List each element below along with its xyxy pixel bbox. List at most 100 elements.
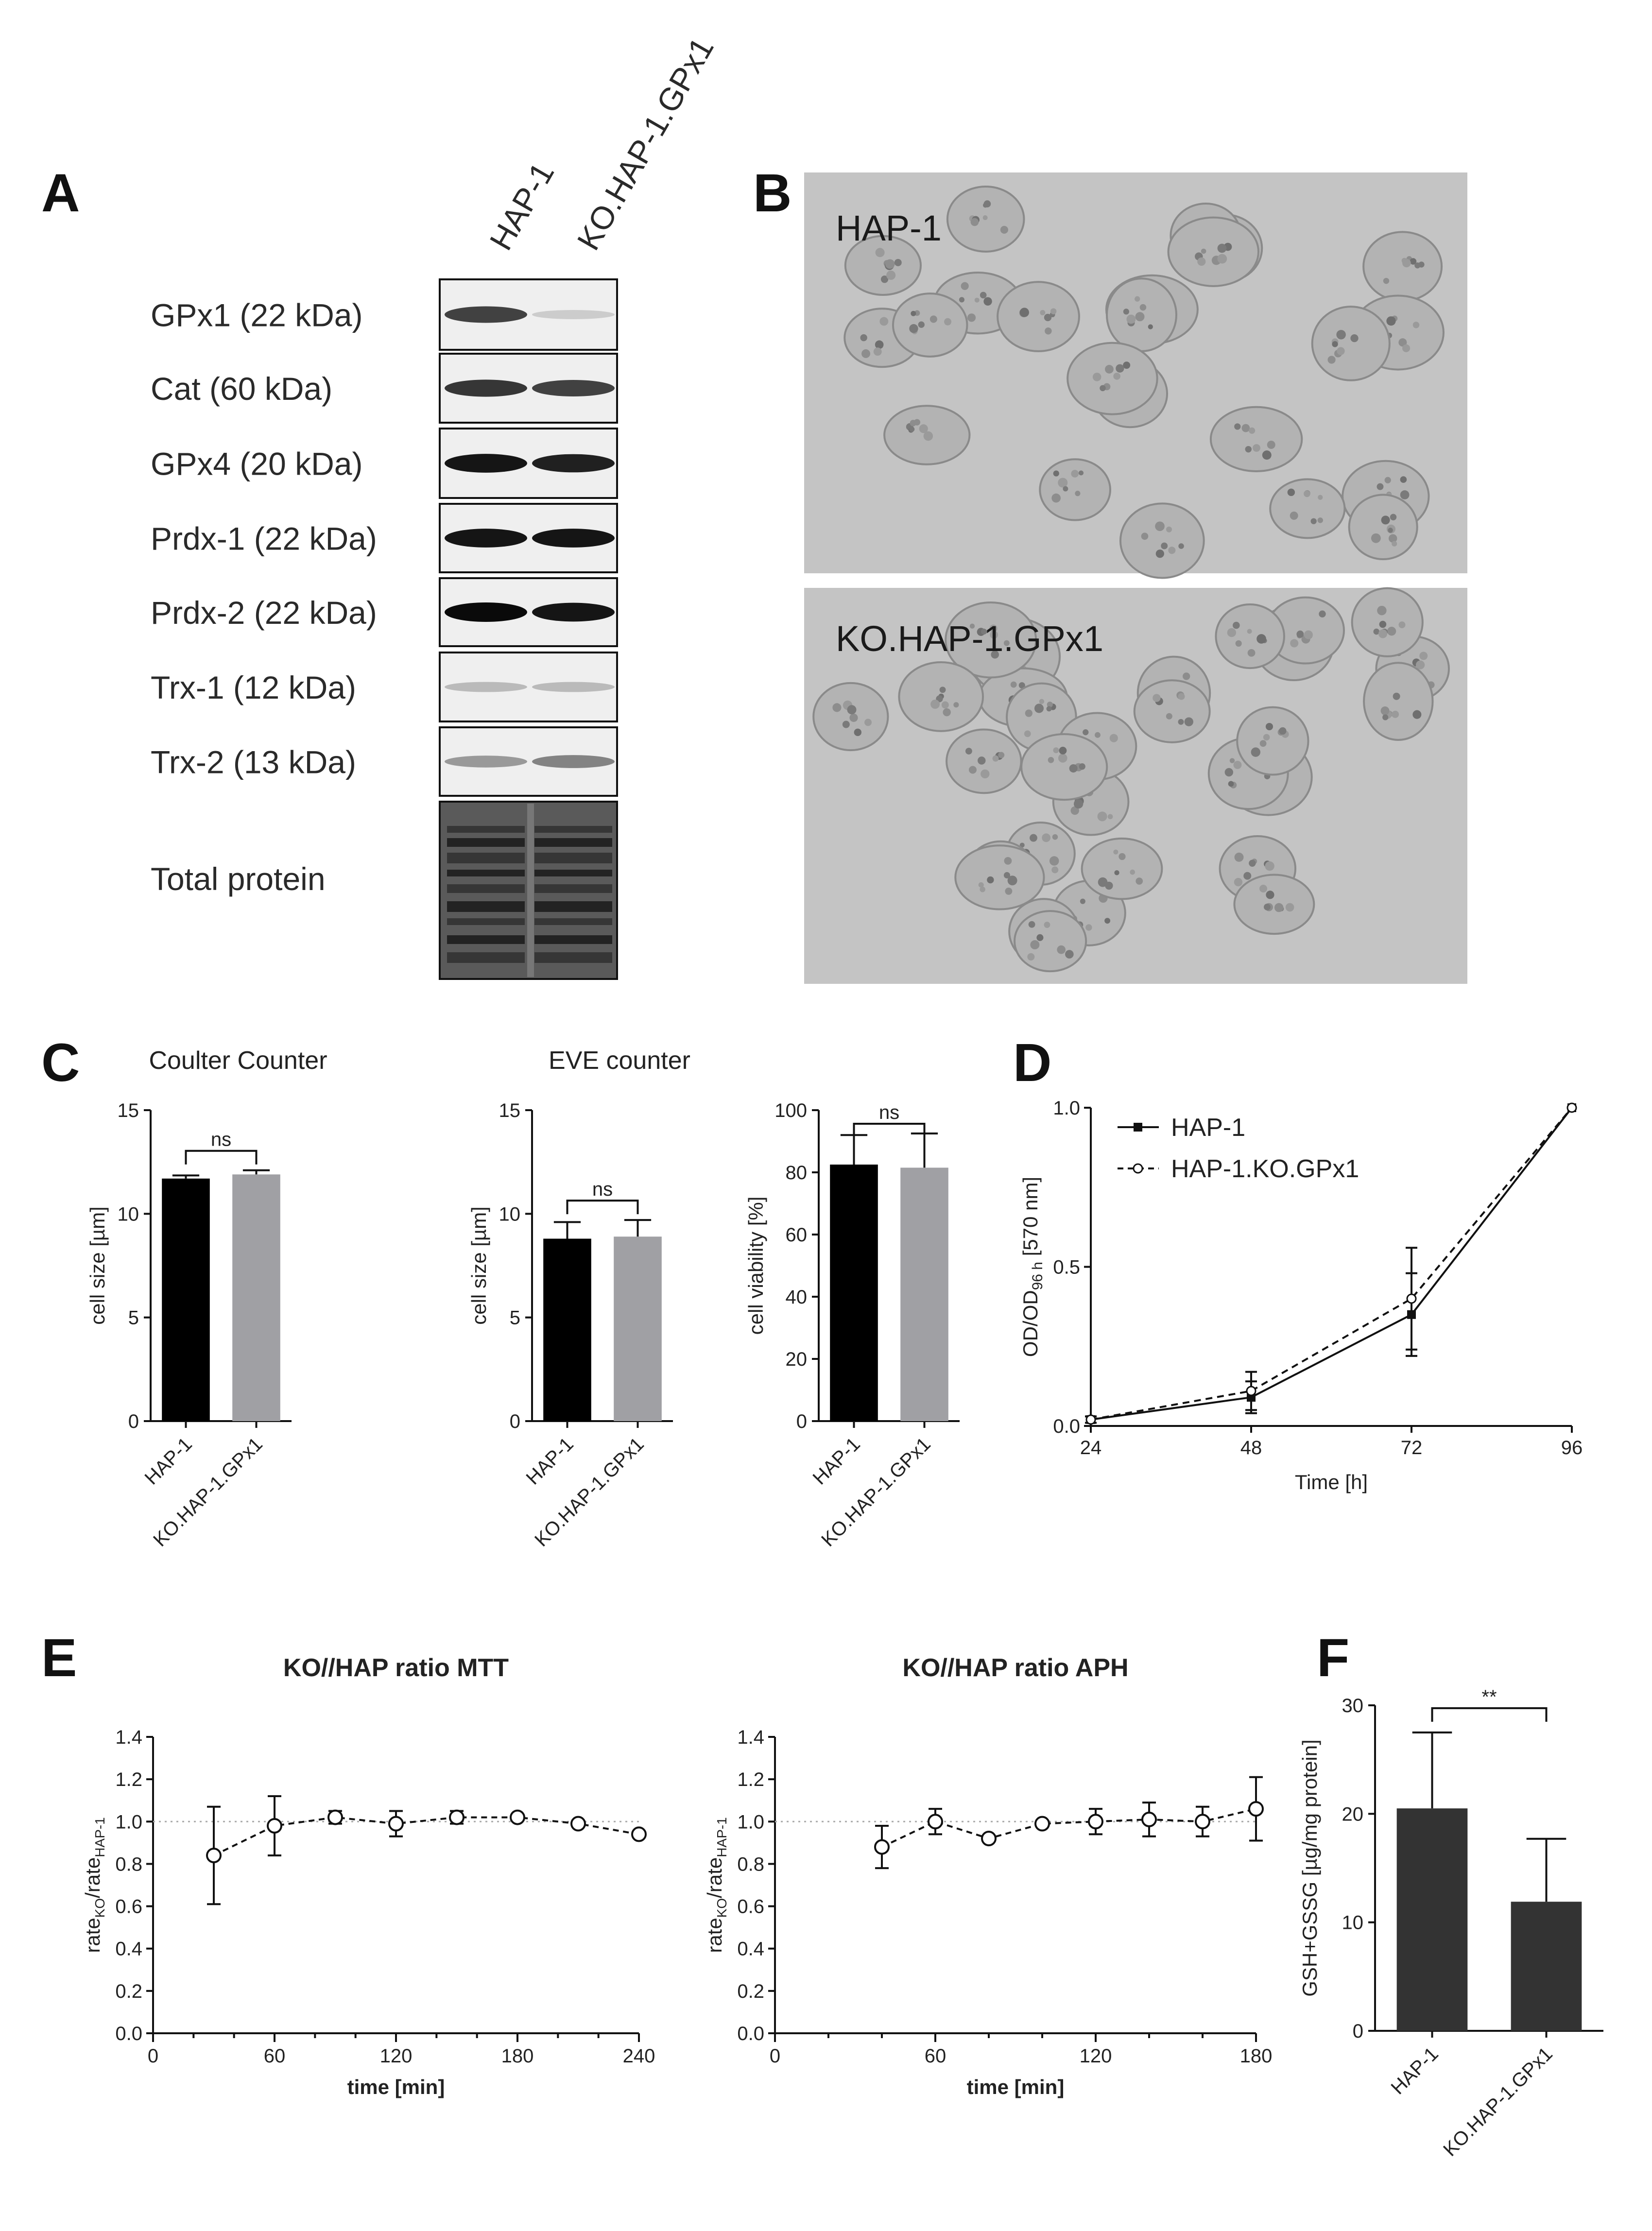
blot-label: GPx4 (20 kDa) bbox=[151, 446, 362, 482]
data-point bbox=[1406, 1293, 1417, 1304]
panel-label-a: A bbox=[41, 163, 80, 223]
x-tick-label: 180 bbox=[1240, 2045, 1273, 2067]
nucleus-granule bbox=[1228, 781, 1234, 787]
nucleus-granule bbox=[1182, 672, 1190, 680]
total-protein-band bbox=[534, 826, 612, 833]
nucleus-granule bbox=[1350, 334, 1359, 343]
nucleus-granule bbox=[1234, 423, 1241, 430]
band bbox=[532, 682, 615, 692]
y-tick-label: 10 bbox=[118, 1203, 139, 1225]
micrograph bbox=[804, 588, 1467, 984]
nucleus-granule bbox=[1030, 834, 1037, 842]
nucleus-granule bbox=[1285, 903, 1294, 912]
cell bbox=[1236, 706, 1309, 776]
nucleus-granule bbox=[1107, 814, 1113, 820]
nucleus-granule bbox=[1234, 852, 1244, 862]
nucleus-granule bbox=[1030, 940, 1040, 950]
data-point bbox=[1088, 1814, 1103, 1830]
nucleus-granule bbox=[1398, 621, 1406, 628]
nucleus-granule bbox=[1123, 361, 1131, 369]
y-tick-label: 100 bbox=[774, 1100, 807, 1121]
cell bbox=[1233, 874, 1315, 935]
nucleus-granule bbox=[1053, 470, 1059, 477]
nucleus-granule bbox=[1296, 630, 1304, 638]
band bbox=[445, 379, 527, 397]
band bbox=[532, 602, 615, 622]
x-axis-label: Time [h] bbox=[1295, 1471, 1368, 1493]
nucleus-granule bbox=[909, 426, 915, 432]
nucleus-granule bbox=[1263, 734, 1270, 741]
cell bbox=[954, 844, 1045, 910]
cell bbox=[844, 235, 922, 296]
data-point bbox=[1141, 1811, 1157, 1827]
series-line bbox=[213, 1816, 639, 1856]
nucleus-granule bbox=[1051, 493, 1061, 503]
nucleus-granule bbox=[1050, 308, 1057, 314]
x-axis-label: time [min] bbox=[967, 2076, 1065, 2098]
significance-label: ns bbox=[879, 1102, 899, 1123]
nucleus-granule bbox=[992, 755, 999, 762]
nucleus-granule bbox=[1227, 628, 1237, 637]
nucleus-granule bbox=[1232, 621, 1240, 629]
cell bbox=[1348, 494, 1418, 561]
nucleus-granule bbox=[1045, 327, 1052, 335]
nucleus-granule bbox=[1265, 722, 1273, 731]
band bbox=[532, 454, 615, 473]
nucleus-granule bbox=[929, 315, 937, 323]
chart-e-aph: KO//HAP ratio APH 0.0 0.2 0.4 0.6 0.8 1.0 1.2 1.… bbox=[703, 1654, 1272, 2098]
nucleus-granule bbox=[967, 313, 976, 322]
band bbox=[445, 755, 527, 768]
nucleus-granule bbox=[1290, 639, 1299, 648]
nucleus-granule bbox=[1304, 630, 1313, 639]
blot-label: GPx1 (22 kDa) bbox=[151, 297, 362, 333]
nucleus-granule bbox=[1178, 719, 1184, 725]
nucleus-granule bbox=[860, 334, 867, 342]
nucleus-granule bbox=[1233, 760, 1242, 769]
nucleus-granule bbox=[1007, 875, 1017, 886]
nucleus-granule bbox=[919, 424, 928, 433]
panel-label-e: E bbox=[41, 1628, 77, 1688]
y-tick-label: 1.0 bbox=[1053, 1098, 1080, 1119]
y-tick-label: 0.8 bbox=[737, 1853, 764, 1875]
nucleus-granule bbox=[1018, 682, 1025, 689]
nucleus-granule bbox=[864, 719, 872, 726]
y-tick-label: 1.2 bbox=[737, 1769, 764, 1790]
nucleus-granule bbox=[1135, 296, 1140, 302]
cell bbox=[1311, 306, 1391, 381]
nucleus-granule bbox=[1235, 640, 1242, 647]
panel-label-d: D bbox=[1013, 1033, 1051, 1093]
nucleus-granule bbox=[1040, 310, 1046, 315]
total-protein-band bbox=[534, 918, 612, 925]
nucleus-granule bbox=[1393, 692, 1400, 700]
nucleus-granule bbox=[1178, 693, 1185, 700]
y-tick-label: 1.2 bbox=[115, 1769, 142, 1790]
nucleus-granule bbox=[1161, 542, 1168, 549]
cell bbox=[1133, 679, 1211, 743]
y-tick-label: 5 bbox=[510, 1307, 520, 1329]
nucleus-granule bbox=[1113, 849, 1119, 855]
y-axis-label: OD/OD96 h [570 nm] bbox=[1019, 1177, 1046, 1357]
x-tick-label: 0 bbox=[148, 2045, 158, 2067]
nucleus-granule bbox=[1141, 532, 1149, 540]
chart-title: EVE counter bbox=[549, 1047, 690, 1075]
y-tick-label: 60 bbox=[786, 1224, 808, 1246]
y-tick-label: 15 bbox=[499, 1100, 521, 1121]
total-protein-band bbox=[534, 952, 612, 963]
nucleus-granule bbox=[1104, 918, 1111, 924]
x-tick-label: 48 bbox=[1240, 1437, 1262, 1459]
y-tick-label: 0 bbox=[796, 1411, 807, 1432]
nucleus-granule bbox=[854, 728, 862, 737]
nucleus-granule bbox=[1410, 258, 1417, 265]
nucleus-granule bbox=[1259, 885, 1268, 893]
nucleus-granule bbox=[959, 297, 964, 303]
nucleus-granule bbox=[1310, 518, 1317, 524]
nucleus-granule bbox=[1092, 373, 1101, 381]
y-tick-label: 0 bbox=[510, 1411, 520, 1432]
nucleus-granule bbox=[1184, 717, 1193, 726]
nucleus-granule bbox=[1197, 257, 1206, 266]
bar bbox=[900, 1167, 948, 1421]
nucleus-granule bbox=[842, 721, 850, 728]
nucleus-granule bbox=[847, 705, 857, 715]
